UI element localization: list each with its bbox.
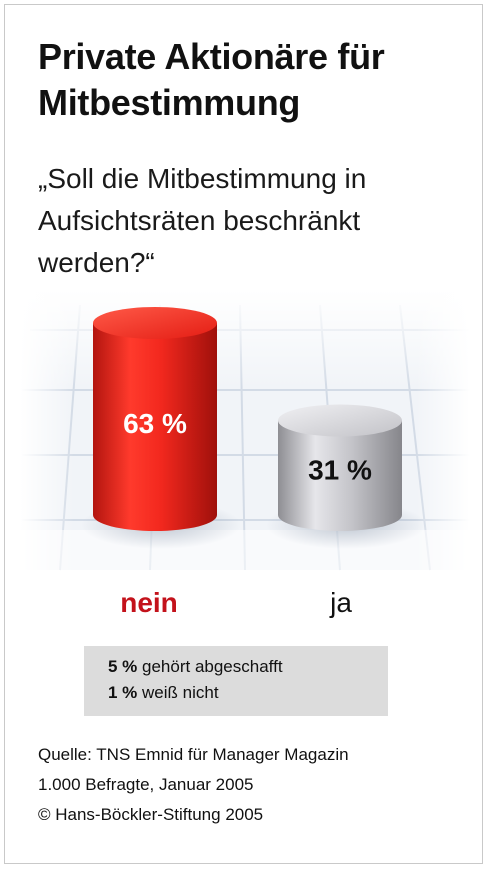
bar-nein (93, 323, 217, 531)
question-line-1: „Soll die Mitbestimmung in (38, 163, 367, 194)
title-line-2: Mitbestimmung (38, 82, 301, 123)
question-line-3: werden?“ (38, 247, 155, 278)
chart-title: Private Aktionäre für Mitbestimmung (38, 34, 468, 126)
bar-ja (278, 420, 402, 531)
survey-question: „Soll die Mitbestimmung in Aufsichtsräte… (38, 158, 478, 284)
source-line-1: Quelle: TNS Emnid für Manager Magazin (38, 745, 349, 764)
question-line-2: Aufsichtsräten beschränkt (38, 205, 361, 236)
bar-top-ja (278, 404, 402, 437)
source-line-2: 1.000 Befragte, Januar 2005 (38, 775, 254, 794)
note-line-1: 5 % gehört abgeschafft (108, 656, 283, 678)
data-label-nein: 63 % (123, 408, 187, 439)
category-label-nein: nein (120, 587, 178, 618)
note-value-2: 1 % (108, 683, 138, 702)
bar-top-nein (93, 307, 217, 339)
data-label-ja: 31 % (308, 455, 372, 486)
source-line-3: © Hans-Böckler-Stiftung 2005 (38, 805, 264, 824)
note-value-1: 5 % (108, 657, 138, 676)
cylinder-bar-chart: 63 % 31 % nein ja (20, 290, 470, 618)
category-label-ja: ja (329, 587, 352, 618)
note-text-1: gehört abgeschafft (137, 657, 283, 676)
note-text-2: weiß nicht (137, 683, 219, 702)
note-line-2: 1 % weiß nicht (108, 682, 219, 704)
additional-answers-box (84, 646, 388, 716)
title-line-1: Private Aktionäre für (38, 36, 385, 77)
